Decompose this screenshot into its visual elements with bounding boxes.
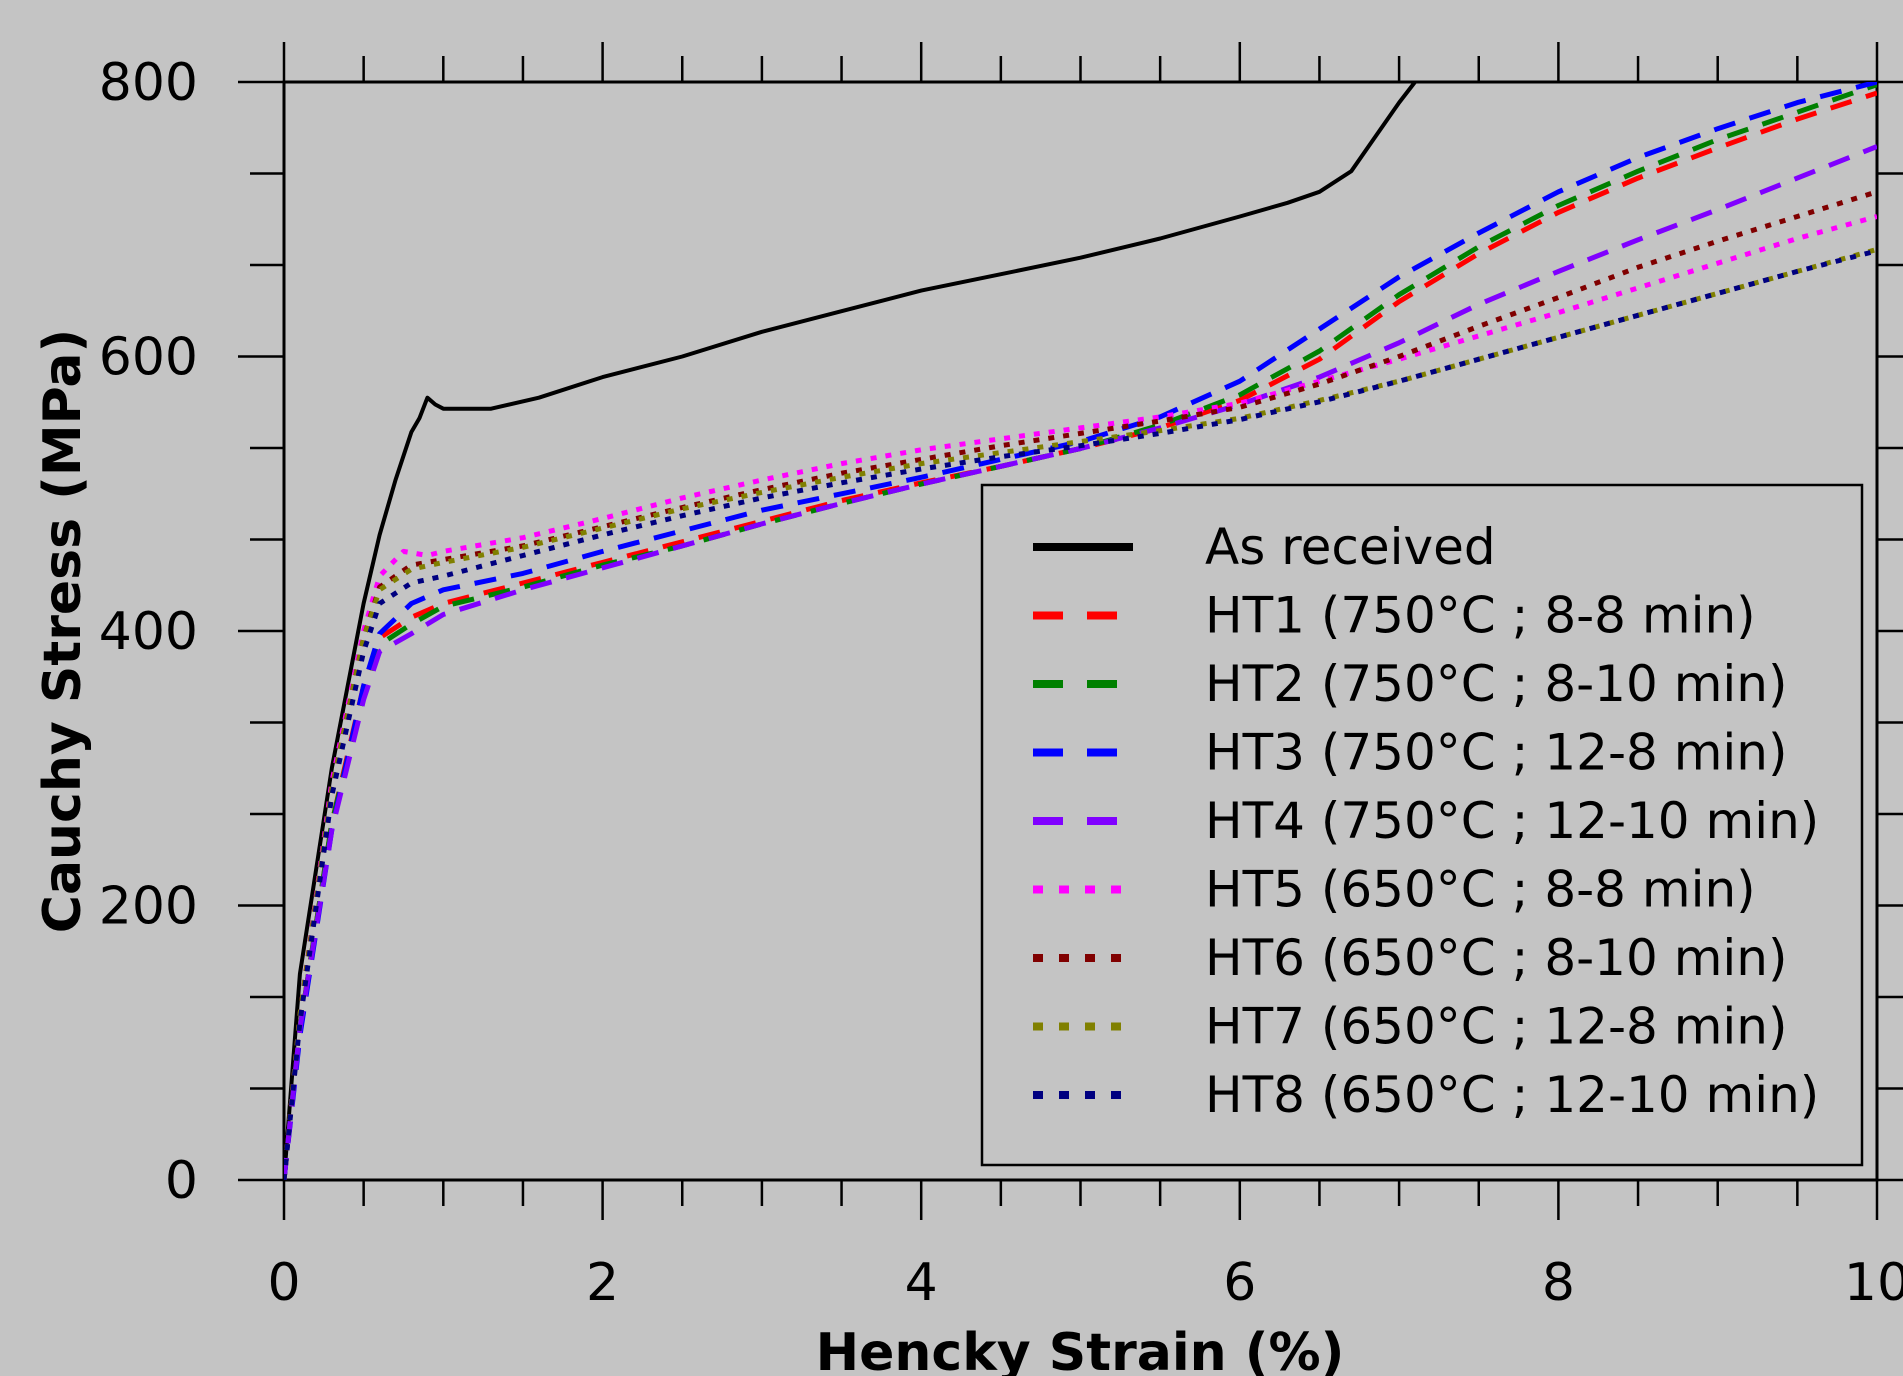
legend-label-7: HT7 (650°C ; 12-8 min)	[1205, 998, 1788, 1056]
x-tick-label: 8	[1542, 1253, 1575, 1313]
tick-labels: 0 2 4 6 8 10 0 200 400 600 800	[99, 53, 1903, 1313]
axis-ticks	[238, 42, 1903, 1220]
series-line-7	[284, 246, 1877, 1180]
series-line-4	[284, 144, 1877, 1180]
legend-label-8: HT8 (650°C ; 12-10 min)	[1205, 1066, 1819, 1124]
y-tick-label: 800	[99, 53, 198, 113]
legend: As received HT1 (750°C ; 8-8 min) HT2 (750…	[980, 483, 1864, 1167]
x-axis-title: Hencky Strain (%)	[816, 1323, 1345, 1376]
series-group	[284, 82, 1877, 1180]
x-tick-label: 2	[586, 1253, 619, 1313]
x-tick-label: 10	[1844, 1253, 1903, 1313]
series-line-0	[284, 82, 1417, 1180]
y-tick-label: 200	[99, 877, 198, 937]
y-axis-title: Cauchy Stress (MPa)	[33, 329, 93, 933]
series-line-2	[284, 82, 1877, 1180]
legend-label-4: HT4 (750°C ; 12-10 min)	[1205, 792, 1819, 850]
x-tick-label: 4	[905, 1253, 938, 1313]
legend-box	[980, 483, 1864, 1167]
legend-label-3: HT3 (750°C ; 12-8 min)	[1205, 724, 1788, 782]
series-line-3	[284, 82, 1877, 1180]
legend-label-0: As received	[1205, 518, 1496, 576]
legend-label-5: HT5 (650°C ; 8-8 min)	[1205, 861, 1756, 919]
y-tick-label: 600	[99, 328, 198, 388]
x-tick-label: 0	[267, 1253, 300, 1313]
legend-label-2: HT2 (750°C ; 8-10 min)	[1205, 655, 1788, 713]
legend-label-1: HT1 (750°C ; 8-8 min)	[1205, 587, 1756, 645]
series-line-5	[284, 214, 1877, 1180]
x-tick-label: 6	[1223, 1253, 1256, 1313]
series-line-8	[284, 248, 1877, 1180]
legend-label-6: HT6 (650°C ; 8-10 min)	[1205, 929, 1788, 987]
y-tick-label: 400	[99, 602, 198, 662]
y-tick-label: 0	[165, 1151, 198, 1211]
